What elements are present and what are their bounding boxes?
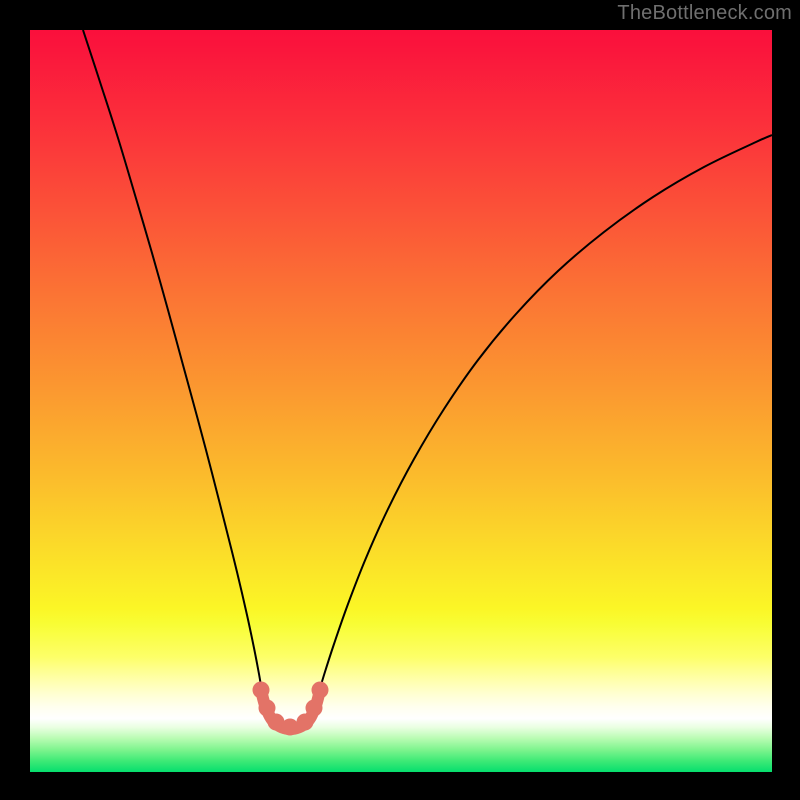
plot-area [30, 30, 772, 772]
well-dot-1 [259, 700, 276, 717]
well-dot-3 [282, 719, 299, 736]
chart-svg [30, 30, 772, 772]
well-dot-5 [306, 700, 323, 717]
well-dot-4 [297, 714, 314, 731]
well-dot-6 [312, 682, 329, 699]
attribution-text: TheBottleneck.com [617, 2, 792, 25]
curve-left [83, 30, 262, 692]
well-dot-0 [253, 682, 270, 699]
curve-right [319, 135, 772, 692]
